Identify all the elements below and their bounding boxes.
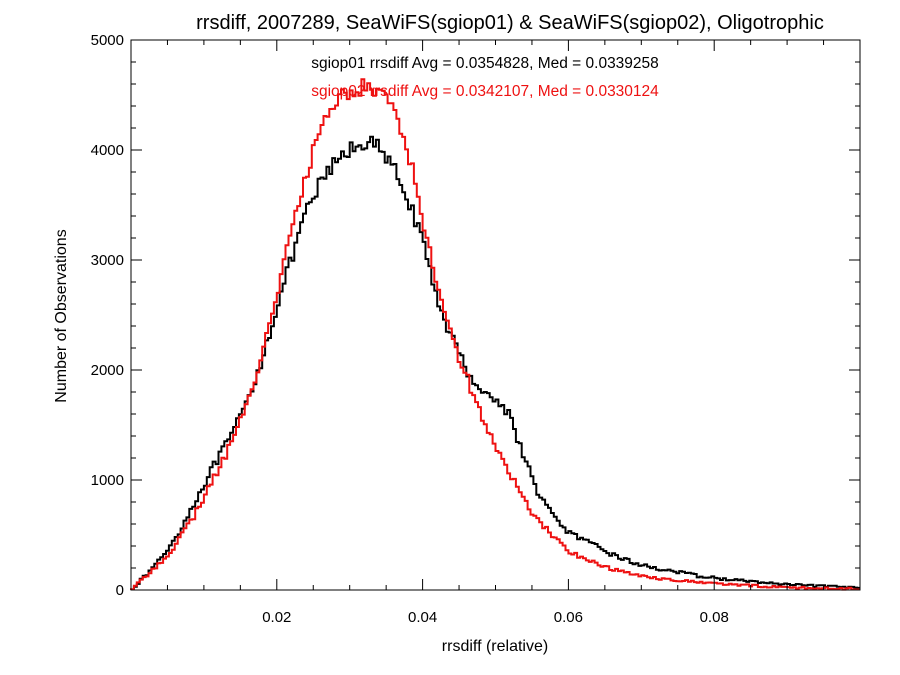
y-tick-label: 5000 — [91, 32, 124, 49]
x-axis: 0.02 0.04 0.06 0.08 — [166, 40, 825, 626]
x-tick-label: 0.02 — [262, 609, 291, 626]
x-axis-title: rrsdiff (relative) — [442, 638, 548, 655]
y-tick-label: 2000 — [91, 362, 124, 379]
y-tick-label: 0 — [116, 582, 124, 599]
y-axis: 0 1000 2000 3000 4000 5000 — [91, 32, 860, 599]
y-axis-title: Number of Observations — [53, 229, 70, 402]
y-tick-label: 4000 — [91, 142, 124, 159]
annotation-sgiop01: sgiop01 rrsdiff Avg = 0.0354828, Med = 0… — [311, 55, 659, 72]
y-tick-label: 3000 — [91, 252, 124, 269]
series-group — [130, 78, 860, 591]
x-tick-label: 0.06 — [554, 609, 583, 626]
x-tick-label: 0.04 — [408, 609, 437, 626]
y-tick-label: 1000 — [91, 472, 124, 489]
series-line-2 — [130, 78, 860, 591]
chart-title: rrsdiff, 2007289, SeaWiFS(sgiop01) & Sea… — [196, 12, 824, 34]
x-tick-label: 0.08 — [700, 609, 729, 626]
annotation-sgiop02: sgiop02 rrsdiff Avg = 0.0342107, Med = 0… — [311, 83, 659, 100]
